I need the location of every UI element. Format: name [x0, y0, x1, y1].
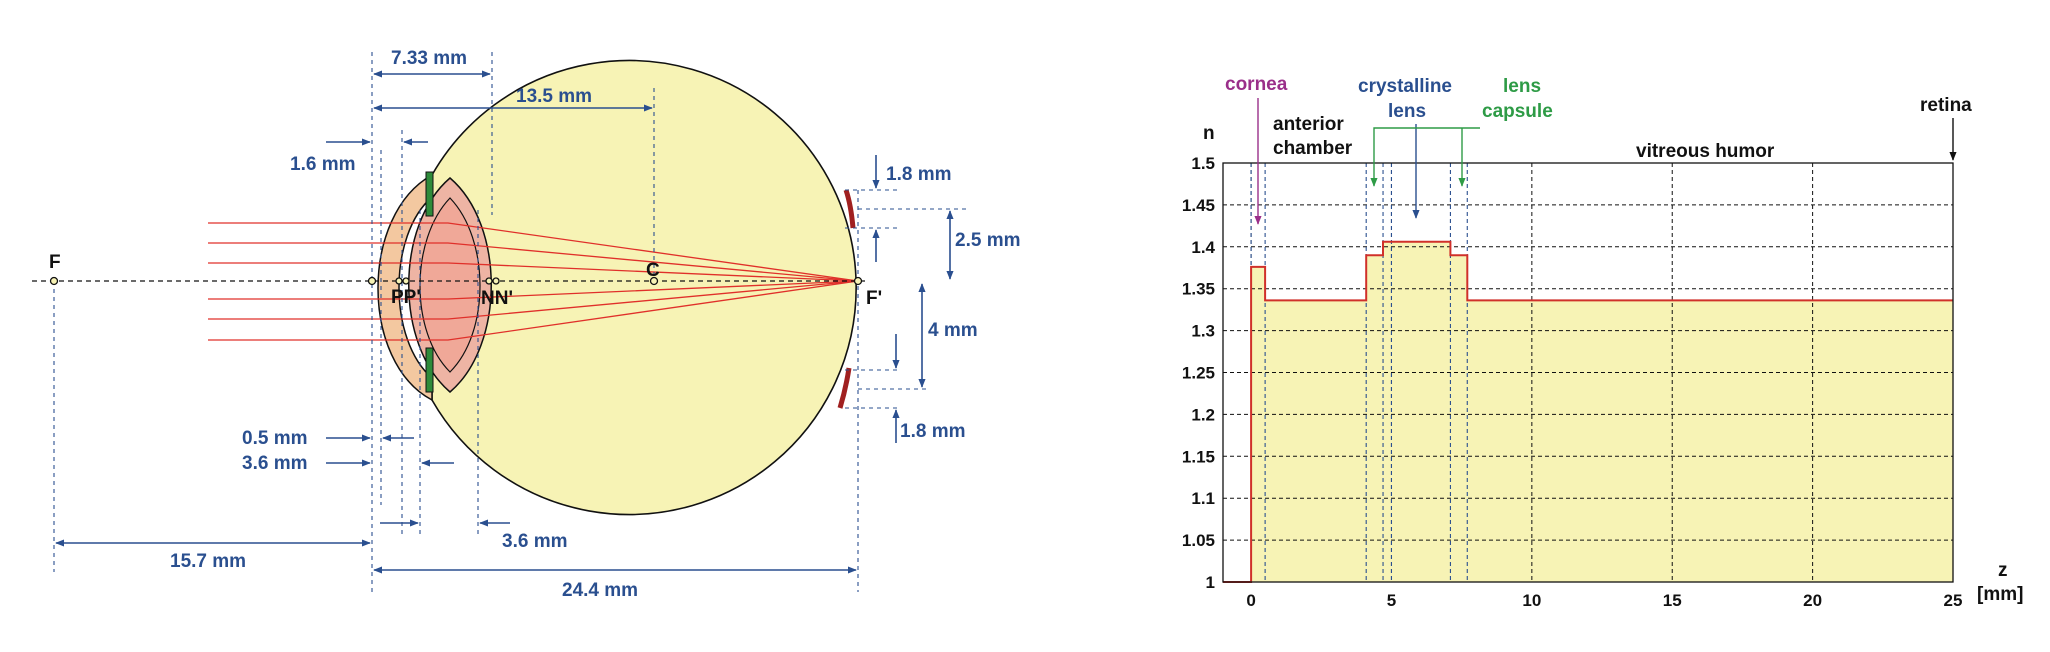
- dim-3-6-b: 3.6 mm: [502, 531, 567, 552]
- arrow-capsule-left: [1370, 127, 1480, 187]
- y-tick-label: 1.05: [1182, 531, 1215, 550]
- y-tick-label: 1.1: [1191, 489, 1215, 508]
- y-tick-label: 1.3: [1191, 322, 1215, 341]
- cornea: [377, 173, 433, 402]
- x-tick-label: 15: [1663, 591, 1682, 610]
- refractive-index-chart: 0 5 10 15 20 25 1 1.05 1.1 1.15 1.2 1.25 1.3 1.35 1.4…: [1182, 74, 2024, 610]
- center-label: C: [646, 260, 660, 281]
- y-tick-labels: 1 1.05 1.1 1.15 1.2 1.25 1.3 1.35 1.4 1.45 1.5: [1182, 154, 1216, 592]
- y-tick-label: 1.4: [1191, 238, 1215, 257]
- retina-mark-upper: [843, 189, 856, 229]
- y-tick-label: 1.5: [1191, 154, 1215, 173]
- light-rays: [208, 222, 859, 341]
- y-tick-label: 1.25: [1182, 364, 1215, 383]
- cardinal-points: [49, 276, 863, 286]
- y-tick-label: 1.35: [1182, 280, 1215, 299]
- label-retina: retina: [1920, 95, 1972, 116]
- x-tick-label: 20: [1803, 591, 1822, 610]
- chart-grid: [1223, 163, 1953, 582]
- x-tick-label: 10: [1522, 591, 1541, 610]
- x-axis-unit: [mm]: [1977, 584, 2023, 605]
- y-tick-label: 1: [1206, 573, 1215, 592]
- y-tick-label: 1.2: [1191, 405, 1215, 424]
- chart-frame: [1222, 162, 1954, 583]
- x-tick-label: 25: [1944, 591, 1963, 610]
- dim-4: 4 mm: [928, 320, 978, 341]
- label-anterior-1: anterior: [1273, 114, 1344, 135]
- nodal-points-label: NN': [481, 288, 513, 309]
- index-area-fill: [1223, 241, 1953, 583]
- principal-points-label: PP': [391, 287, 421, 308]
- label-crystalline-2: lens: [1388, 101, 1426, 122]
- dim-3-6-a: 3.6 mm: [242, 453, 307, 474]
- reference-lines: [53, 52, 970, 592]
- label-cornea: cornea: [1225, 74, 1288, 95]
- iris-lower: [425, 347, 434, 393]
- lens-nucleus: [419, 197, 481, 373]
- x-tick-labels: 0 5 10 15 20 25: [1246, 591, 1962, 610]
- dim-24-4: 24.4 mm: [562, 580, 638, 601]
- dim-0-5: 0.5 mm: [242, 428, 307, 449]
- iris-upper: [425, 171, 434, 217]
- dimension-arrows: [55, 70, 954, 574]
- y-tick-label: 1.45: [1182, 196, 1215, 215]
- dim-7-33: 7.33 mm: [391, 48, 467, 69]
- dim-15-7: 15.7 mm: [170, 551, 246, 572]
- label-crystalline-1: crystalline: [1358, 76, 1452, 97]
- label-vitreous: vitreous humor: [1636, 141, 1775, 162]
- eye-globe: [431, 59, 857, 516]
- y-axis-name: n: [1203, 123, 1215, 144]
- dim-2-5: 2.5 mm: [955, 230, 1020, 251]
- label-anterior-2: chamber: [1273, 138, 1353, 159]
- index-profile-line: [1223, 240, 1953, 583]
- label-capsule-1: lens: [1503, 76, 1541, 97]
- dim-1-6: 1.6 mm: [290, 154, 355, 175]
- dim-1-8-top: 1.8 mm: [886, 164, 951, 185]
- eye-diagram: F F' PP' NN' C 7.33 mm 13.5: [32, 48, 1020, 601]
- label-capsule-2: capsule: [1482, 101, 1553, 122]
- y-tick-label: 1.15: [1182, 447, 1215, 466]
- dim-13-5: 13.5 mm: [516, 86, 592, 107]
- x-axis-name: z: [1998, 560, 2008, 581]
- retina-mark-lower: [837, 367, 852, 409]
- focal-point-f: F: [49, 252, 61, 273]
- x-tick-label: 0: [1246, 591, 1255, 610]
- x-tick-label: 5: [1387, 591, 1396, 610]
- dim-1-8-bottom: 1.8 mm: [900, 421, 965, 442]
- focal-point-f-prime: F': [866, 288, 882, 309]
